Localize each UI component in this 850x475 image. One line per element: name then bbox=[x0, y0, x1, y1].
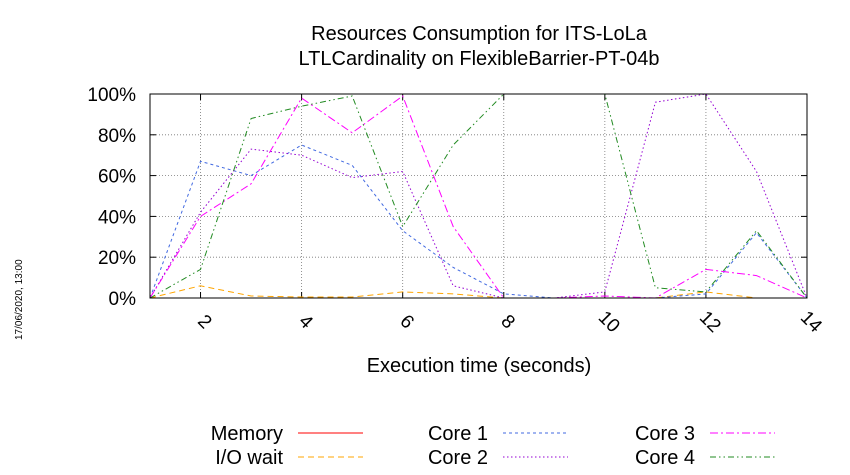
y-axis: 0% 20% 40% 60% 80% 100% bbox=[87, 85, 807, 310]
legend-label: Core 1 bbox=[428, 423, 488, 445]
series-line-core-3 bbox=[149, 95, 808, 299]
x-tick-label: 6 bbox=[395, 311, 417, 333]
series-line-i-o-wait bbox=[149, 285, 807, 299]
grid bbox=[150, 94, 807, 298]
x-tick-label: 10 bbox=[594, 307, 624, 337]
series-line-core-4 bbox=[149, 93, 808, 299]
legend-label: Core 4 bbox=[635, 447, 695, 469]
legend-label: Core 2 bbox=[428, 447, 488, 469]
y-tick-label: 100% bbox=[87, 85, 136, 106]
legend-label: I/O wait bbox=[215, 447, 283, 469]
timestamp: 17/06/2020, 13:00 bbox=[14, 259, 25, 340]
legend-entry-core-4: Core 4 bbox=[635, 447, 775, 469]
y-tick-label: 20% bbox=[98, 248, 136, 269]
series-line-core-2 bbox=[149, 93, 808, 299]
legend-entry-core-2: Core 2 bbox=[428, 447, 568, 469]
plot-frame bbox=[149, 93, 808, 299]
x-tick-label: 8 bbox=[496, 311, 518, 333]
x-axis-title: Execution time (seconds) bbox=[367, 355, 592, 377]
legend-entry-i-o-wait: I/O wait bbox=[215, 447, 363, 469]
legend-label: Memory bbox=[211, 423, 283, 445]
chart-title-line-2: LTLCardinality on FlexibleBarrier-PT-04b bbox=[299, 48, 660, 70]
y-tick-label: 0% bbox=[109, 289, 137, 310]
series-line-core-1 bbox=[149, 144, 808, 299]
legend-label: Core 3 bbox=[635, 423, 695, 445]
legend-entry-core-3: Core 3 bbox=[635, 423, 775, 445]
y-tick-label: 80% bbox=[98, 126, 136, 147]
x-tick-label: 12 bbox=[695, 307, 725, 337]
y-tick-label: 60% bbox=[98, 167, 136, 188]
x-tick-label: 2 bbox=[193, 311, 215, 333]
x-axis: 2 4 6 8 10 12 14 bbox=[193, 94, 826, 337]
legend-entry-core-1: Core 1 bbox=[428, 423, 568, 445]
y-tick-label: 40% bbox=[98, 207, 136, 228]
x-tick-label: 14 bbox=[796, 307, 826, 337]
legend-entry-memory: Memory bbox=[211, 423, 363, 445]
chart-title-line-1: Resources Consumption for ITS-LoLa bbox=[311, 23, 648, 45]
series-lines bbox=[149, 93, 808, 299]
x-tick-label: 4 bbox=[294, 311, 317, 334]
